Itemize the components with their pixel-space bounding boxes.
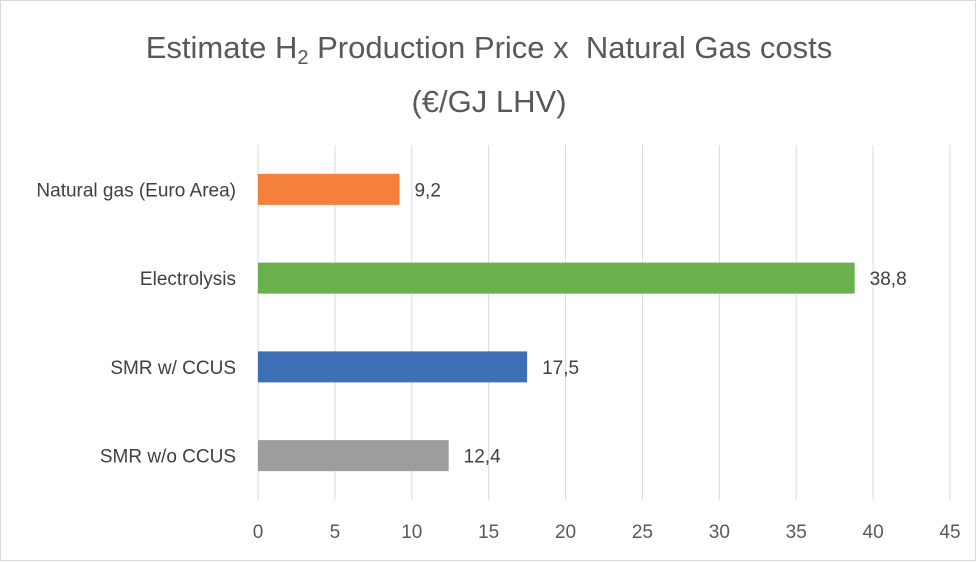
bar: [258, 351, 528, 383]
chart-title: Estimate H2 Production Price x Natural G…: [0, 26, 978, 124]
bar: [258, 173, 400, 205]
chart-title-line1: Estimate H2 Production Price x Natural G…: [0, 26, 978, 80]
category-label: SMR w/o CCUS: [100, 447, 236, 468]
bar: [258, 262, 855, 294]
x-axis-tick-labels: 0 5 10 15 20 25 30 35 40 45: [253, 522, 961, 543]
category-labels: Natural gas (Euro Area) Electrolysis SMR w…: [36, 180, 236, 467]
bars: [258, 173, 855, 472]
category-label: Natural gas (Euro Area): [36, 180, 236, 201]
x-tick-label: 15: [478, 522, 499, 543]
title-suffix: Production Price x Natural Gas costs: [308, 30, 833, 65]
x-tick-label: 35: [786, 522, 807, 543]
x-tick-label: 45: [939, 522, 960, 543]
data-labels: 9,2 38,8 17,5 12,4: [414, 180, 906, 467]
x-tick-label: 20: [555, 522, 576, 543]
x-tick-label: 0: [253, 522, 264, 543]
x-tick-label: 25: [632, 522, 653, 543]
category-label: Electrolysis: [140, 269, 236, 290]
title-subscript: 2: [297, 47, 309, 69]
category-label: SMR w/ CCUS: [110, 358, 236, 379]
chart-title-line2: (€/GJ LHV): [411, 84, 567, 119]
bar: [258, 440, 449, 472]
x-tick-label: 30: [709, 522, 730, 543]
data-label: 9,2: [414, 180, 440, 201]
x-tick-label: 40: [863, 522, 884, 543]
x-tick-label: 5: [330, 522, 341, 543]
x-tick-label: 10: [401, 522, 422, 543]
data-label: 38,8: [870, 269, 907, 290]
data-label: 12,4: [464, 447, 501, 468]
data-label: 17,5: [542, 358, 579, 379]
title-prefix: Estimate H: [145, 30, 298, 65]
